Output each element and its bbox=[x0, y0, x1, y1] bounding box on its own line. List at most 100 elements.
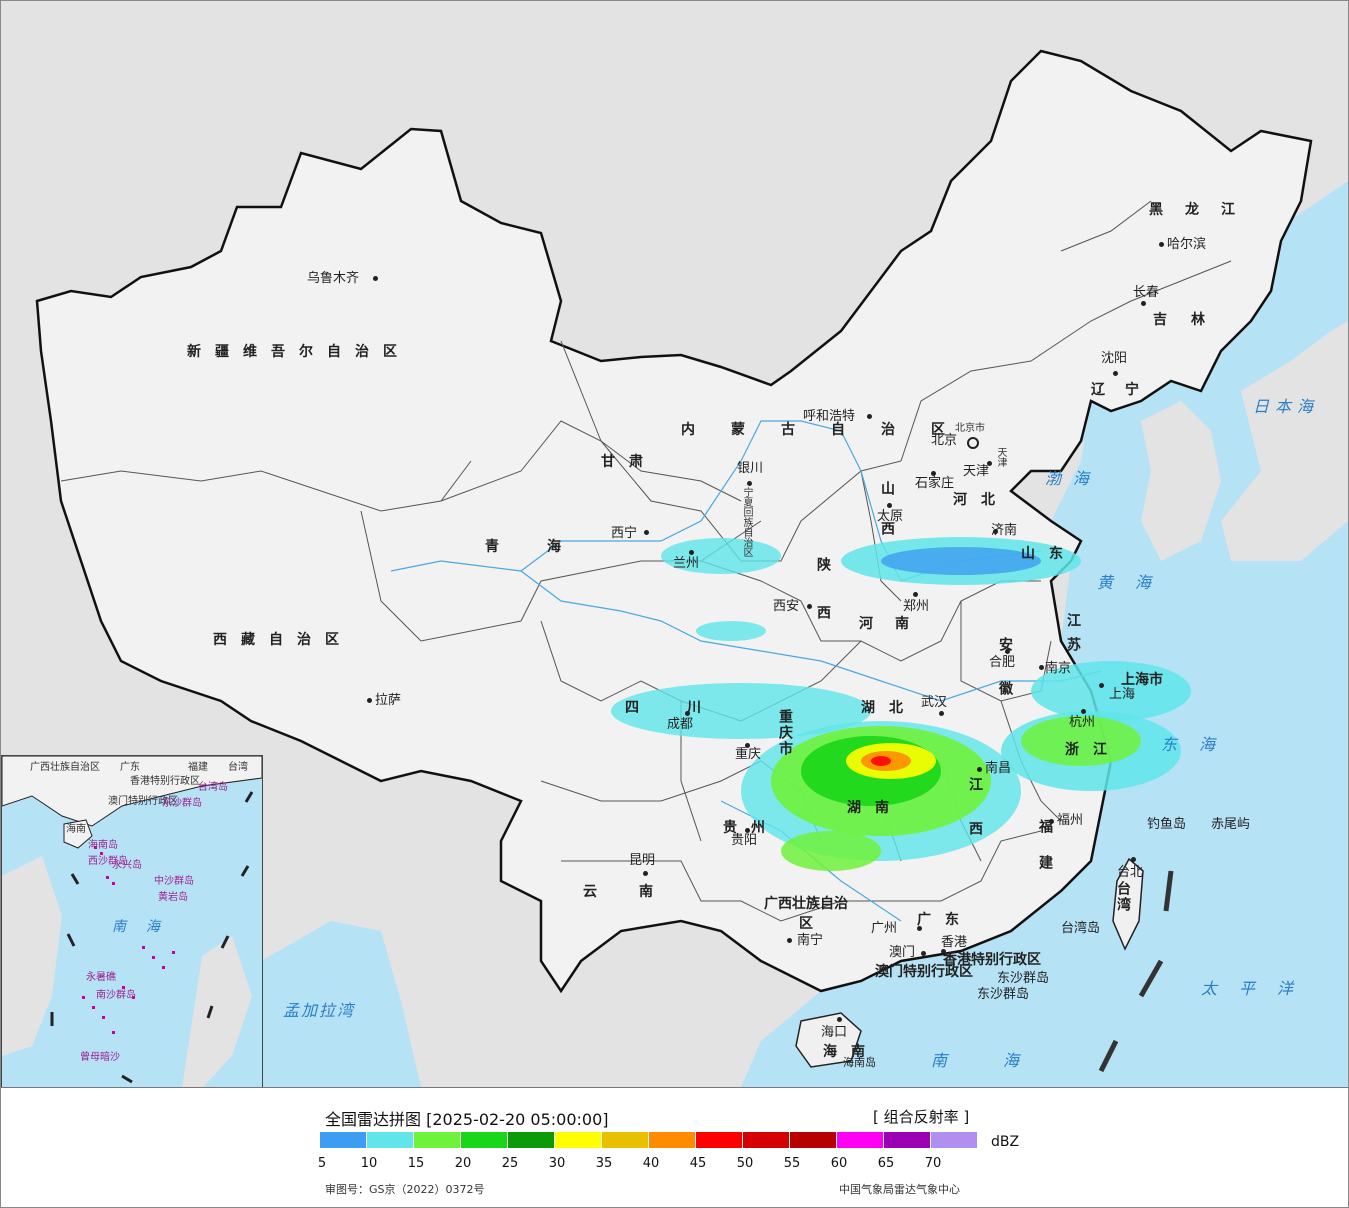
legend-product: [ 组合反射率 ] bbox=[873, 1108, 970, 1126]
bay-of-bengal bbox=[261, 921, 421, 1087]
province-label: 内蒙古自治区 bbox=[681, 422, 981, 438]
radar-map: 新疆维吾尔自治区 西藏自治区 青海 甘肃 内蒙古自治区 黑龙江 吉林 辽宁 河北… bbox=[1, 1, 1348, 1088]
inset-label: 澳门特别行政区 bbox=[108, 796, 178, 807]
color-swatch bbox=[320, 1132, 367, 1148]
color-swatch bbox=[367, 1132, 414, 1148]
province-label: 安徽 bbox=[997, 637, 1013, 725]
province-label: 山西 bbox=[879, 481, 895, 561]
city-dot bbox=[977, 767, 982, 772]
inset-label: 广西壮族自治区 bbox=[30, 762, 100, 773]
city-dot bbox=[921, 951, 926, 956]
inset-label: 南沙群岛 bbox=[96, 990, 136, 1001]
province-label: 台湾 bbox=[1115, 881, 1131, 913]
city-dot bbox=[689, 550, 694, 555]
color-swatch bbox=[508, 1132, 555, 1148]
scale-tick-label: 50 bbox=[736, 1156, 754, 1171]
inset-mainland bbox=[2, 756, 262, 827]
scale-tick-label: 70 bbox=[924, 1156, 942, 1171]
city-label: 哈尔滨 bbox=[1167, 237, 1207, 252]
city-label: 北京 bbox=[931, 433, 958, 448]
province-label: 青海 bbox=[485, 539, 609, 555]
city-label: 南京 bbox=[1045, 661, 1072, 676]
province-label: 黑龙江 bbox=[1149, 202, 1257, 218]
city-dot bbox=[1113, 371, 1118, 376]
hainan-island bbox=[795, 1012, 862, 1068]
province-label: 江西 bbox=[967, 777, 983, 865]
city-dot bbox=[1081, 709, 1086, 714]
capital-icon bbox=[967, 437, 979, 449]
inset-islands bbox=[82, 846, 175, 1034]
province-label: 四川 bbox=[625, 700, 749, 716]
city-dot bbox=[745, 743, 750, 748]
province-label: 宁夏回族自治区 bbox=[741, 487, 752, 557]
province-label: 吉林 bbox=[1153, 312, 1229, 328]
province-label: 云南 bbox=[583, 884, 695, 900]
color-swatch bbox=[555, 1132, 602, 1148]
city-label: 福州 bbox=[1057, 813, 1084, 828]
data-source: 中国气象局雷达气象中心 bbox=[839, 1183, 960, 1196]
city-dot bbox=[807, 604, 812, 609]
sea-boundary-dashes bbox=[1098, 870, 1174, 1073]
city-label: 银川 bbox=[737, 461, 764, 476]
color-swatch bbox=[743, 1132, 790, 1148]
city-label: 重庆 bbox=[735, 747, 762, 762]
city-dot bbox=[867, 414, 872, 419]
city-label: 合肥 bbox=[989, 655, 1016, 670]
inset-label: 永暑礁 bbox=[86, 972, 116, 983]
city-label: 广州 bbox=[871, 921, 898, 936]
inset-label: 海南 bbox=[66, 824, 86, 835]
taiwan-island bbox=[1112, 857, 1144, 951]
inset-label: 台湾 bbox=[228, 762, 248, 773]
color-swatch bbox=[649, 1132, 696, 1148]
city-label: 海口 bbox=[821, 1025, 848, 1040]
province-label: 广西壮族自治区 bbox=[764, 896, 848, 932]
province-label: 河北 bbox=[953, 492, 1009, 508]
city-dot bbox=[1159, 242, 1164, 247]
sea-label: 孟加拉湾 bbox=[283, 1001, 356, 1020]
city-dot bbox=[643, 871, 648, 876]
inset-label: 曾母暗沙 bbox=[80, 1052, 120, 1063]
city-dot bbox=[913, 592, 918, 597]
scale-tick-label: 60 bbox=[830, 1156, 848, 1171]
inset-label: 福建 bbox=[188, 762, 208, 773]
color-swatch bbox=[884, 1132, 931, 1148]
inset-label: 东沙群岛 bbox=[162, 798, 202, 809]
province-label: 陕西 bbox=[815, 557, 831, 653]
color-swatch bbox=[602, 1132, 649, 1148]
scale-tick-label: 45 bbox=[689, 1156, 707, 1171]
city-dot bbox=[1039, 665, 1044, 670]
inset-label: 黄岩岛 bbox=[158, 892, 188, 903]
city-label: 西宁 bbox=[611, 526, 638, 541]
province-label: 山东 bbox=[1021, 546, 1077, 562]
sea-label: 东海 bbox=[1161, 735, 1238, 754]
city-label: 长春 bbox=[1133, 285, 1160, 300]
city-label: 呼和浩特 bbox=[803, 409, 856, 424]
scale-tick-label: 35 bbox=[595, 1156, 613, 1171]
province-label: 西藏自治区 bbox=[213, 632, 353, 648]
province-label: 湖南 bbox=[847, 800, 903, 816]
inset-label: 海南岛 bbox=[88, 840, 118, 851]
sea-label: 渤海 bbox=[1045, 469, 1102, 488]
city-dot bbox=[931, 471, 936, 476]
city-dot bbox=[373, 276, 378, 281]
legend-title: 全国雷达拼图 [2025-02-20 05:00:00] bbox=[325, 1110, 609, 1129]
city-dot bbox=[1141, 301, 1146, 306]
inset-label: 香港特别行政区 bbox=[130, 776, 200, 787]
city-label: 台北 bbox=[1117, 865, 1144, 880]
province-label: 湖北 bbox=[861, 700, 917, 716]
city-label: 上海 bbox=[1109, 687, 1136, 702]
city-dot bbox=[367, 698, 372, 703]
city-label: 昆明 bbox=[629, 853, 656, 868]
city-dot bbox=[1005, 649, 1010, 654]
city-dot bbox=[941, 949, 946, 954]
island-label: 东沙群岛 bbox=[977, 987, 1030, 1002]
city-label: 太原 bbox=[877, 509, 904, 524]
city-label: 南宁 bbox=[797, 933, 824, 948]
province-label: 澳门特别行政区 bbox=[875, 964, 973, 980]
color-swatch bbox=[414, 1132, 461, 1148]
city-dot bbox=[993, 529, 998, 534]
province-label: 辽宁 bbox=[1091, 382, 1159, 398]
province-label: 海南 bbox=[823, 1044, 879, 1060]
legend: 全国雷达拼图 [2025-02-20 05:00:00] [ 组合反射率 ] d… bbox=[1, 1088, 1348, 1207]
inset-label: 南海 bbox=[112, 919, 180, 935]
